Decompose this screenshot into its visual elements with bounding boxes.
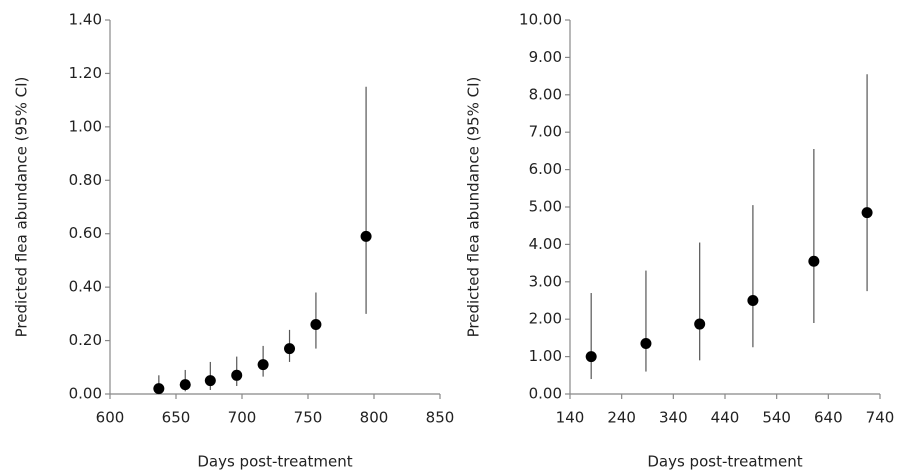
x-tick-label: 140 [556,409,585,427]
y-tick-label: 9.00 [529,48,562,66]
x-tick-label: 650 [162,409,191,427]
x-tick-label: 700 [228,409,257,427]
point [808,255,820,267]
point [310,319,322,331]
point [179,379,191,391]
y-tick-label: 0.20 [69,331,102,349]
x-tick-label: 850 [426,409,455,427]
point [284,343,296,355]
x-tick-label: 740 [866,409,895,427]
y-axis-label: Predicted flea abundance (95% CI) [465,77,483,338]
x-tick-label: 240 [607,409,636,427]
point [360,230,372,242]
x-tick-label: 800 [360,409,389,427]
y-tick-label: 7.00 [529,123,562,141]
point [694,318,706,330]
y-tick-label: 1.00 [69,117,102,135]
y-axis-label: Predicted flea abundance (95% CI) [13,77,31,338]
point [640,338,652,350]
point [747,295,759,306]
y-tick-label: 0.40 [69,278,102,296]
y-tick-label: 1.40 [69,11,102,29]
point [153,383,165,395]
y-tick-label: 10.00 [519,11,562,29]
y-tick-label: 0.00 [529,385,562,403]
y-tick-label: 8.00 [529,85,562,103]
point [861,207,873,219]
x-axis-label: Days post-treatment [647,453,802,471]
x-tick-label: 540 [762,409,791,427]
y-tick-label: 5.00 [529,198,562,216]
y-tick-label: 2.00 [529,310,562,328]
x-tick-label: 600 [96,409,125,427]
x-tick-label: 750 [294,409,323,427]
y-tick-label: 4.00 [529,235,562,253]
x-tick-label: 440 [711,409,740,427]
y-tick-label: 1.00 [529,347,562,365]
y-tick-label: 6.00 [529,160,562,178]
x-axis-label: Days post-treatment [197,453,352,471]
point [231,369,243,381]
point [585,351,597,363]
x-tick-label: 640 [814,409,843,427]
point [257,359,269,371]
y-tick-label: 3.00 [529,272,562,290]
x-tick-label: 340 [659,409,688,427]
point [204,375,216,387]
y-tick-label: 1.20 [69,64,102,82]
y-tick-label: 0.60 [69,224,102,242]
y-tick-label: 0.80 [69,171,102,189]
y-tick-label: 0.00 [69,385,102,403]
